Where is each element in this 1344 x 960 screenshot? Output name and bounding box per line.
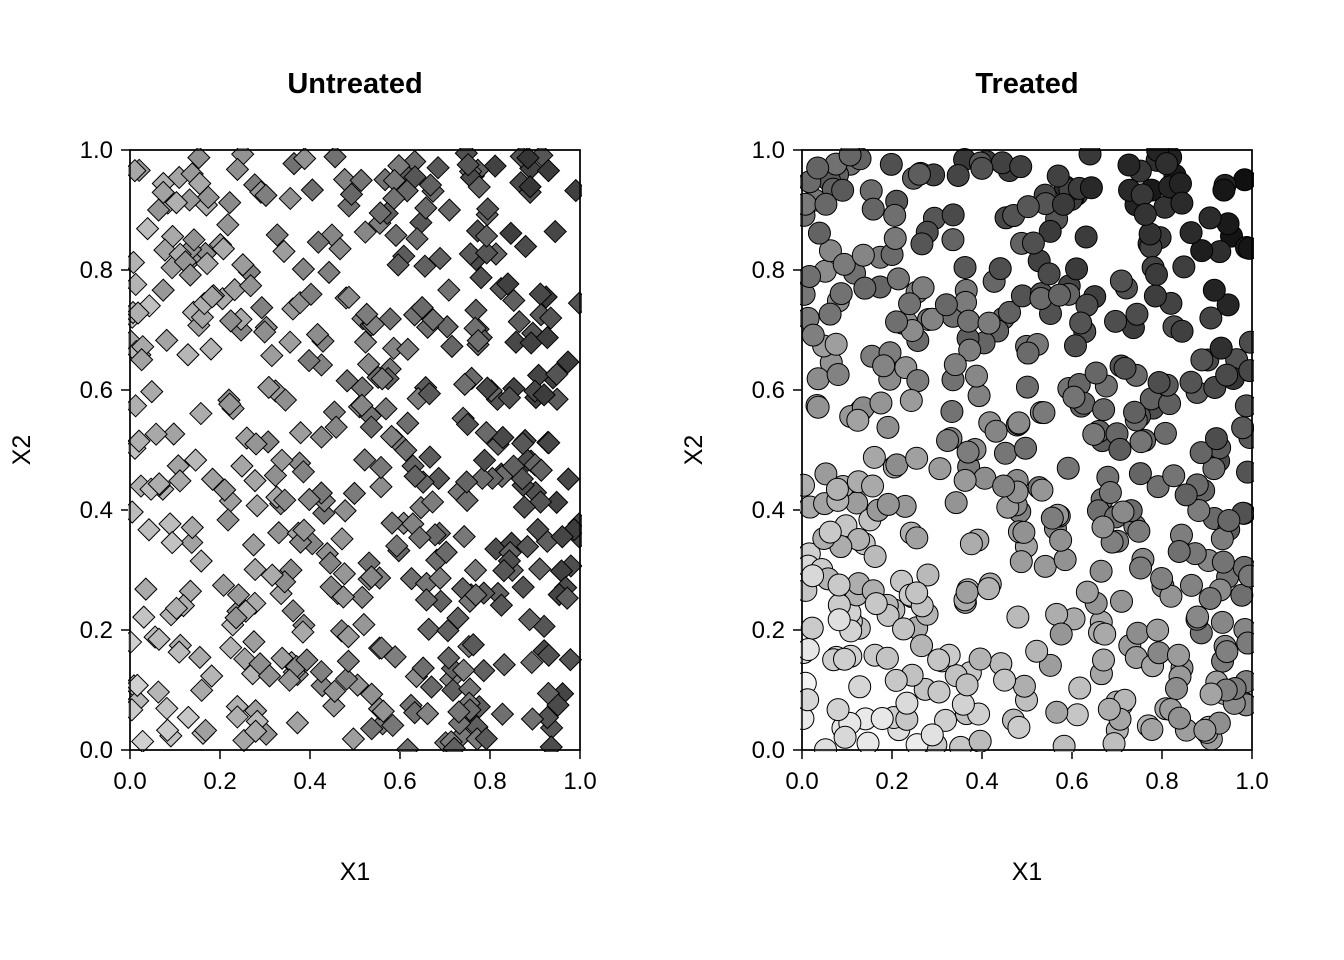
svg-text:0.2: 0.2 [80,617,113,644]
svg-text:0.2: 0.2 [203,768,236,795]
svg-text:0.6: 0.6 [752,377,785,404]
svg-text:0.4: 0.4 [752,497,785,524]
svg-text:0.4: 0.4 [965,768,998,795]
svg-text:0.8: 0.8 [473,768,506,795]
svg-text:0.0: 0.0 [752,737,785,764]
svg-text:0.6: 0.6 [80,377,113,404]
scatter-plot-untreated: 0.0 0.2 0.4 0.6 0.8 1.0 0.0 0.2 0.4 0.6 0.8 1.0 X1 X2 [0,0,672,960]
svg-text:0.8: 0.8 [1145,768,1178,795]
svg-text:0.0: 0.0 [113,768,146,795]
svg-text:0.0: 0.0 [80,737,113,764]
svg-text:0.2: 0.2 [752,617,785,644]
svg-text:X2: X2 [8,435,36,466]
svg-text:0.6: 0.6 [1055,768,1088,795]
svg-text:1.0: 1.0 [80,137,113,164]
svg-text:X1: X1 [1012,858,1043,886]
figure: { "figure": { "width": 1344, "height": 9… [0,0,1344,960]
svg-text:0.4: 0.4 [80,497,113,524]
svg-text:0.6: 0.6 [383,768,416,795]
svg-text:X1: X1 [340,858,371,886]
svg-text:1.0: 1.0 [563,768,596,795]
svg-text:0.2: 0.2 [875,768,908,795]
panel-treated: Treated 0.00.20.40.60.81.00.00.20.40.60.… [672,0,1344,960]
svg-text:0.0: 0.0 [785,768,818,795]
svg-text:1.0: 1.0 [752,137,785,164]
svg-text:0.8: 0.8 [752,257,785,284]
svg-text:0.8: 0.8 [80,257,113,284]
svg-text:X2: X2 [680,435,708,466]
svg-text:0.4: 0.4 [293,768,326,795]
svg-text:1.0: 1.0 [1235,768,1268,795]
scatter-plot-treated: 0.0 0.2 0.4 0.6 0.8 1.0 0.0 0.2 0.4 0.6 0.8 1.0 X1 X2 [672,0,1344,960]
panel-untreated: Untreated 0.00.20.40.60.81.00.00.20.40.6… [0,0,672,960]
